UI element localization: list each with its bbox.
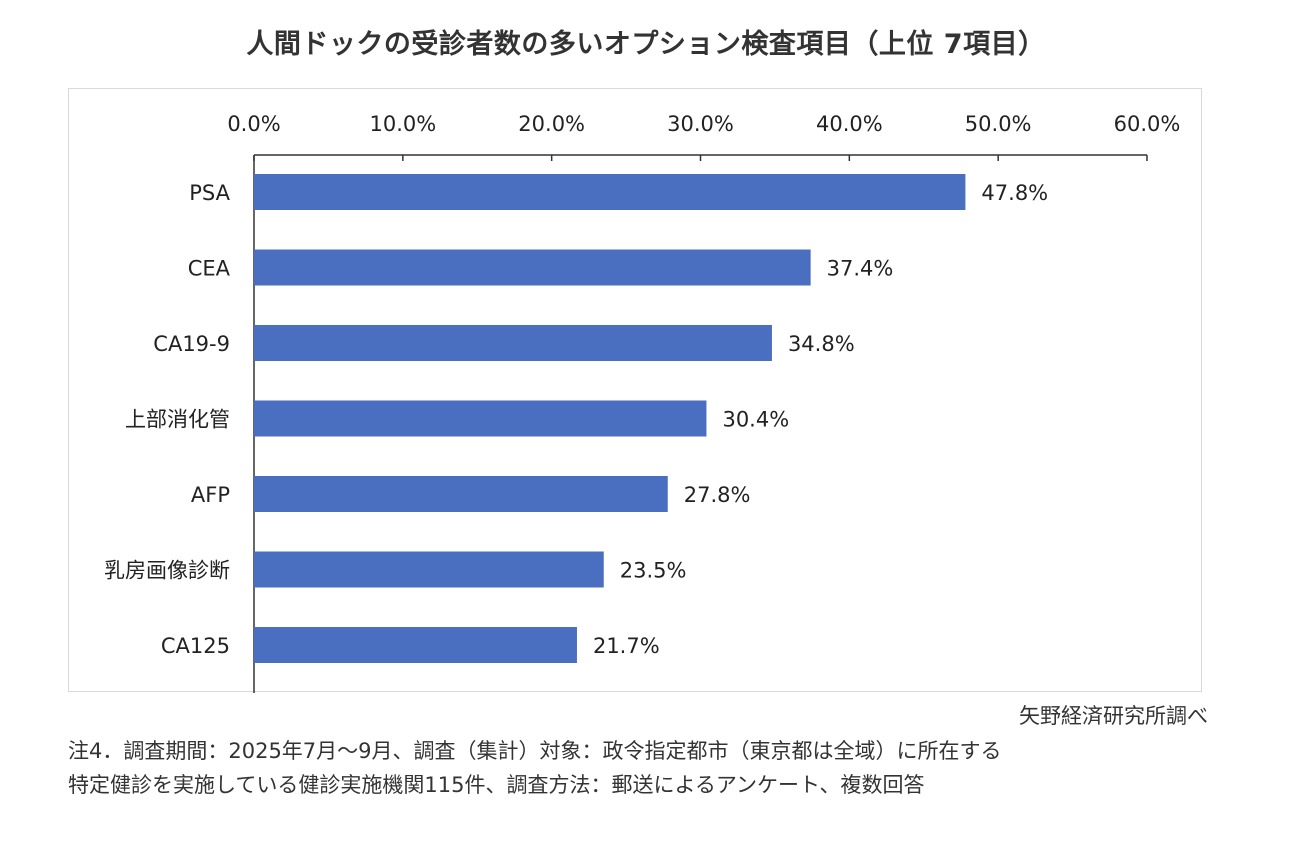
x-tick-label: 20.0% <box>518 112 585 136</box>
x-tick-label: 10.0% <box>369 112 436 136</box>
x-tick-label: 0.0% <box>227 112 280 136</box>
bar <box>254 627 577 663</box>
chart-title: 人間ドックの受診者数の多いオプション検査項目（上位 7項目） <box>246 29 1046 60</box>
source-credit: 矢野経済研究所調べ <box>1019 704 1208 728</box>
category-label: AFP <box>191 483 230 507</box>
category-label: 上部消化管 <box>125 408 230 432</box>
bar <box>254 476 668 512</box>
bar <box>254 325 772 361</box>
bar <box>254 249 811 286</box>
category-label: PSA <box>189 181 230 205</box>
x-tick-label: 60.0% <box>1114 112 1181 136</box>
footnote-line-1: 注4．調査期間：2025年7月～9月、調査（集計）対象：政令指定都市（東京都は全… <box>68 739 1002 763</box>
bar <box>254 551 604 588</box>
data-label: 37.4% <box>827 257 894 281</box>
bar <box>254 174 966 210</box>
chart-frame: 0.0% 10.0% 20.0% 30.0% 40.0% 50.0% 60.0% PSA 47.… <box>68 88 1202 693</box>
data-label: 21.7% <box>593 634 660 658</box>
footnote: 注4．調査期間：2025年7月～9月、調査（集計）対象：政令指定都市（東京都は全… <box>68 734 1248 802</box>
footnote-line-2: 特定健診を実施している健診実施機関115件、調査方法：郵送によるアンケート、複数… <box>68 773 925 797</box>
category-label: CA19-9 <box>153 332 230 356</box>
data-label: 34.8% <box>788 332 855 356</box>
category-label: CEA <box>188 257 231 281</box>
category-label: CA125 <box>161 634 230 658</box>
data-label: 30.4% <box>722 408 789 432</box>
data-label: 23.5% <box>620 559 687 583</box>
category-label: 乳房画像診断 <box>104 559 230 583</box>
x-tick-label: 40.0% <box>816 112 883 136</box>
data-label: 47.8% <box>981 181 1048 205</box>
bar-chart: 0.0% 10.0% 20.0% 30.0% 40.0% 50.0% 60.0% PSA 47.… <box>104 112 1181 693</box>
bar <box>254 400 707 437</box>
x-tick-label: 50.0% <box>965 112 1032 136</box>
x-tick-label: 30.0% <box>667 112 734 136</box>
data-label: 27.8% <box>684 483 751 507</box>
